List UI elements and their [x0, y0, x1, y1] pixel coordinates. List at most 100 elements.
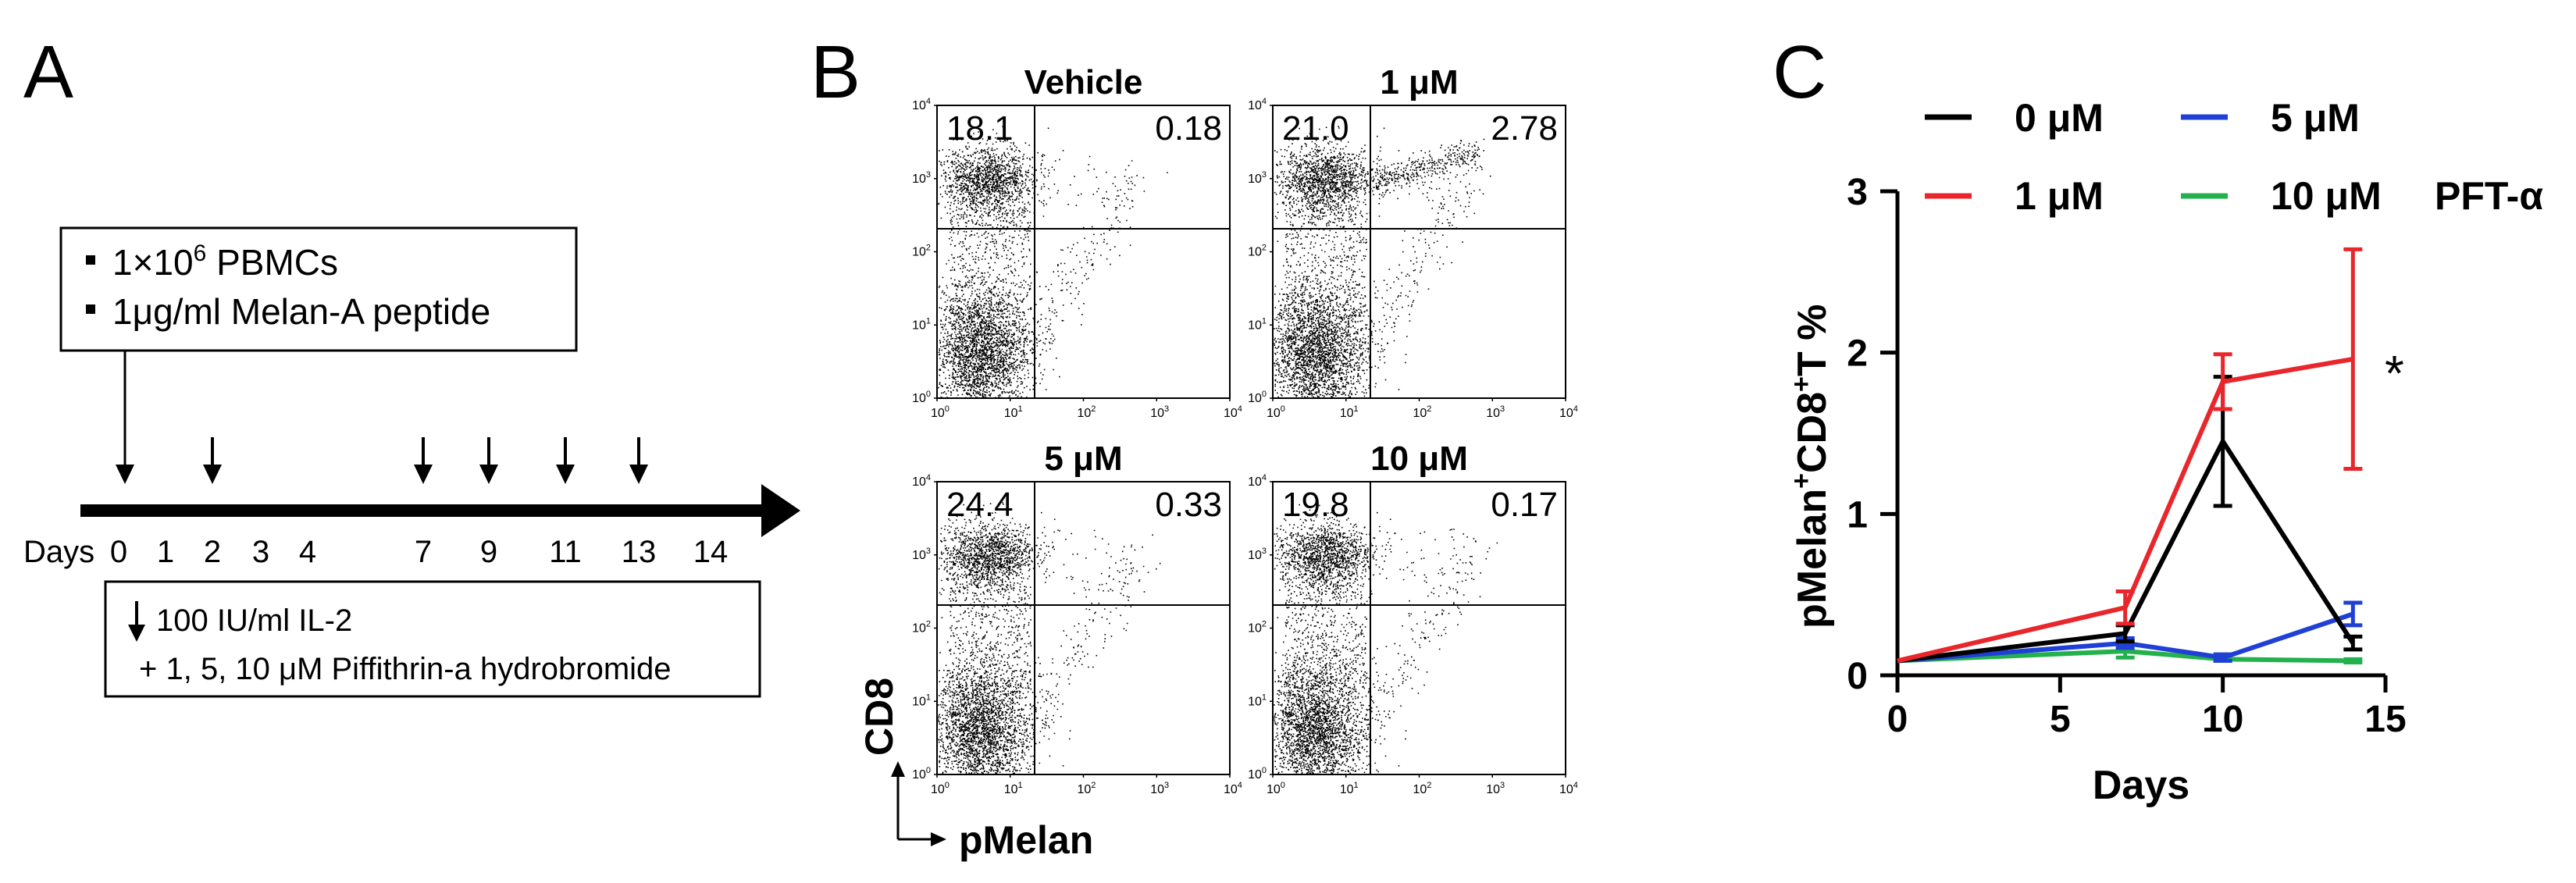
day-tick-labels: 0 1 2 3 4 7 9 11 13 14: [110, 535, 728, 569]
quadrant-ul-value: 24.4: [946, 486, 1014, 524]
quadrant-ul-value: 19.8: [1282, 486, 1349, 524]
y-tick-label: 100: [912, 766, 931, 782]
x-tick-label: 101: [1004, 404, 1023, 420]
day-tick-4: 4: [299, 535, 316, 569]
y-tick-label: 100: [1248, 390, 1267, 405]
legend-label-0uM: 0 μM: [2015, 96, 2104, 140]
y-tick-label: 103: [1248, 170, 1267, 186]
x-tick-label: 101: [1340, 781, 1359, 796]
y-tick-label: 2: [1847, 333, 1868, 375]
treatment-arrow-day2: [203, 437, 222, 484]
flow-dots: [1274, 504, 1498, 775]
y-tick-label: 1: [1847, 494, 1868, 536]
timeline-bar: [80, 504, 768, 517]
y-tick-label: 102: [912, 244, 931, 259]
flow-dots: [1274, 126, 1491, 399]
legend-label-10uM: 10 μM: [2271, 174, 2382, 218]
x-tick-label: 102: [1078, 781, 1096, 796]
y-tick-label: 104: [1248, 97, 1267, 112]
timeline-arrowhead: [761, 484, 800, 537]
series-line: [1897, 439, 2355, 664]
treatment-arrow-day9: [479, 437, 498, 484]
x-tick-label: 104: [1224, 781, 1242, 796]
box1-bullet-1: [86, 255, 95, 265]
box1-line2: 1μg/ml Melan-A peptide: [112, 291, 490, 332]
series-0-μM: [1897, 375, 2363, 664]
x-tick-label: 101: [1004, 781, 1023, 796]
plot-title: 10 μM: [1370, 440, 1468, 478]
series-line: [1897, 611, 2354, 664]
x-tick-label: 10: [2202, 699, 2243, 740]
x-tick-label: 103: [1150, 404, 1169, 420]
y-tick-label: 102: [1248, 244, 1267, 259]
day-tick-1: 1: [157, 535, 174, 569]
box1-bullet-2: [86, 304, 95, 314]
y-tick-label: 101: [912, 316, 931, 332]
treatment-arrow-day11: [556, 437, 575, 484]
x-tick-label: 103: [1486, 781, 1505, 796]
x-tick-label: 100: [931, 781, 950, 796]
day-tick-7: 7: [415, 535, 432, 569]
days-label: Days: [23, 535, 94, 569]
x-axis-title: Days: [2093, 763, 2189, 808]
plot-frame: [1272, 481, 1566, 775]
significance-asterisk: *: [2385, 345, 2404, 401]
culture-setup-box: [59, 226, 578, 352]
panel-a: A 1×106 PBMCs 1μg/ml Melan-A peptide: [23, 30, 800, 698]
pmelan-axis-label: pMelan: [959, 818, 1093, 862]
quadrant-ur-value: 0.33: [1155, 486, 1222, 524]
legend-label-1uM: 1 μM: [2015, 174, 2104, 218]
box2-line1: 100 IU/ml IL-2: [156, 604, 352, 638]
series-line: [1897, 356, 2353, 664]
box2-line2: + 1, 5, 10 μM Piffithrin-a hydrobromide: [139, 652, 672, 686]
y-tick-label: 103: [912, 547, 931, 562]
flow-dots: [938, 126, 1168, 399]
x-tick-label: 5: [2050, 699, 2071, 740]
treatment-arrows: [203, 437, 648, 484]
quadrant-ur-value: 0.18: [1155, 109, 1222, 148]
day-tick-2: 2: [204, 535, 221, 569]
quadrant-ul-value: 18.1: [946, 109, 1014, 148]
x-tick-label: 100: [1267, 781, 1285, 796]
orientation-arrows: [891, 761, 946, 846]
up-arrowhead: [891, 761, 905, 777]
plot-title: 1 μM: [1380, 63, 1458, 101]
x-tick-label: 101: [1340, 404, 1359, 420]
y-tick-label: 3: [1847, 172, 1868, 213]
x-tick-label: 104: [1559, 404, 1578, 420]
treatment-legend-box: [104, 580, 761, 698]
y-tick-label: 103: [1248, 547, 1267, 562]
y-tick-label: 104: [1248, 473, 1267, 489]
legend-label-5uM: 5 μM: [2271, 96, 2360, 140]
y-tick-label: 100: [1248, 766, 1267, 782]
y-tick-label: 101: [1248, 693, 1267, 708]
legend-arrow-icon: [128, 601, 145, 642]
panel-a-letter: A: [23, 30, 73, 114]
day-tick-14: 14: [693, 535, 729, 569]
legend-pft-label: PFT-α: [2435, 174, 2543, 218]
y-tick-label: 101: [1248, 316, 1267, 332]
series-line: [1897, 649, 2353, 664]
x-tick-label: 104: [1224, 404, 1242, 420]
day0-arrowhead: [116, 465, 134, 484]
y-tick-label: 101: [912, 693, 931, 708]
y-tick-label: 103: [912, 170, 931, 186]
plot-frame: [936, 105, 1231, 399]
treatment-arrow-day13: [629, 437, 648, 484]
plot-title: Vehicle: [1024, 63, 1143, 101]
x-tick-label: 103: [1150, 781, 1169, 796]
day-tick-0: 0: [110, 535, 127, 569]
y-tick-label: 102: [1248, 620, 1267, 636]
x-tick-label: 104: [1559, 781, 1578, 796]
cd8-axis-label: CD8: [857, 678, 901, 756]
y-tick-label: 102: [912, 620, 931, 636]
quadrant-ur-value: 0.17: [1491, 486, 1558, 524]
x-tick-label: 102: [1078, 404, 1096, 420]
